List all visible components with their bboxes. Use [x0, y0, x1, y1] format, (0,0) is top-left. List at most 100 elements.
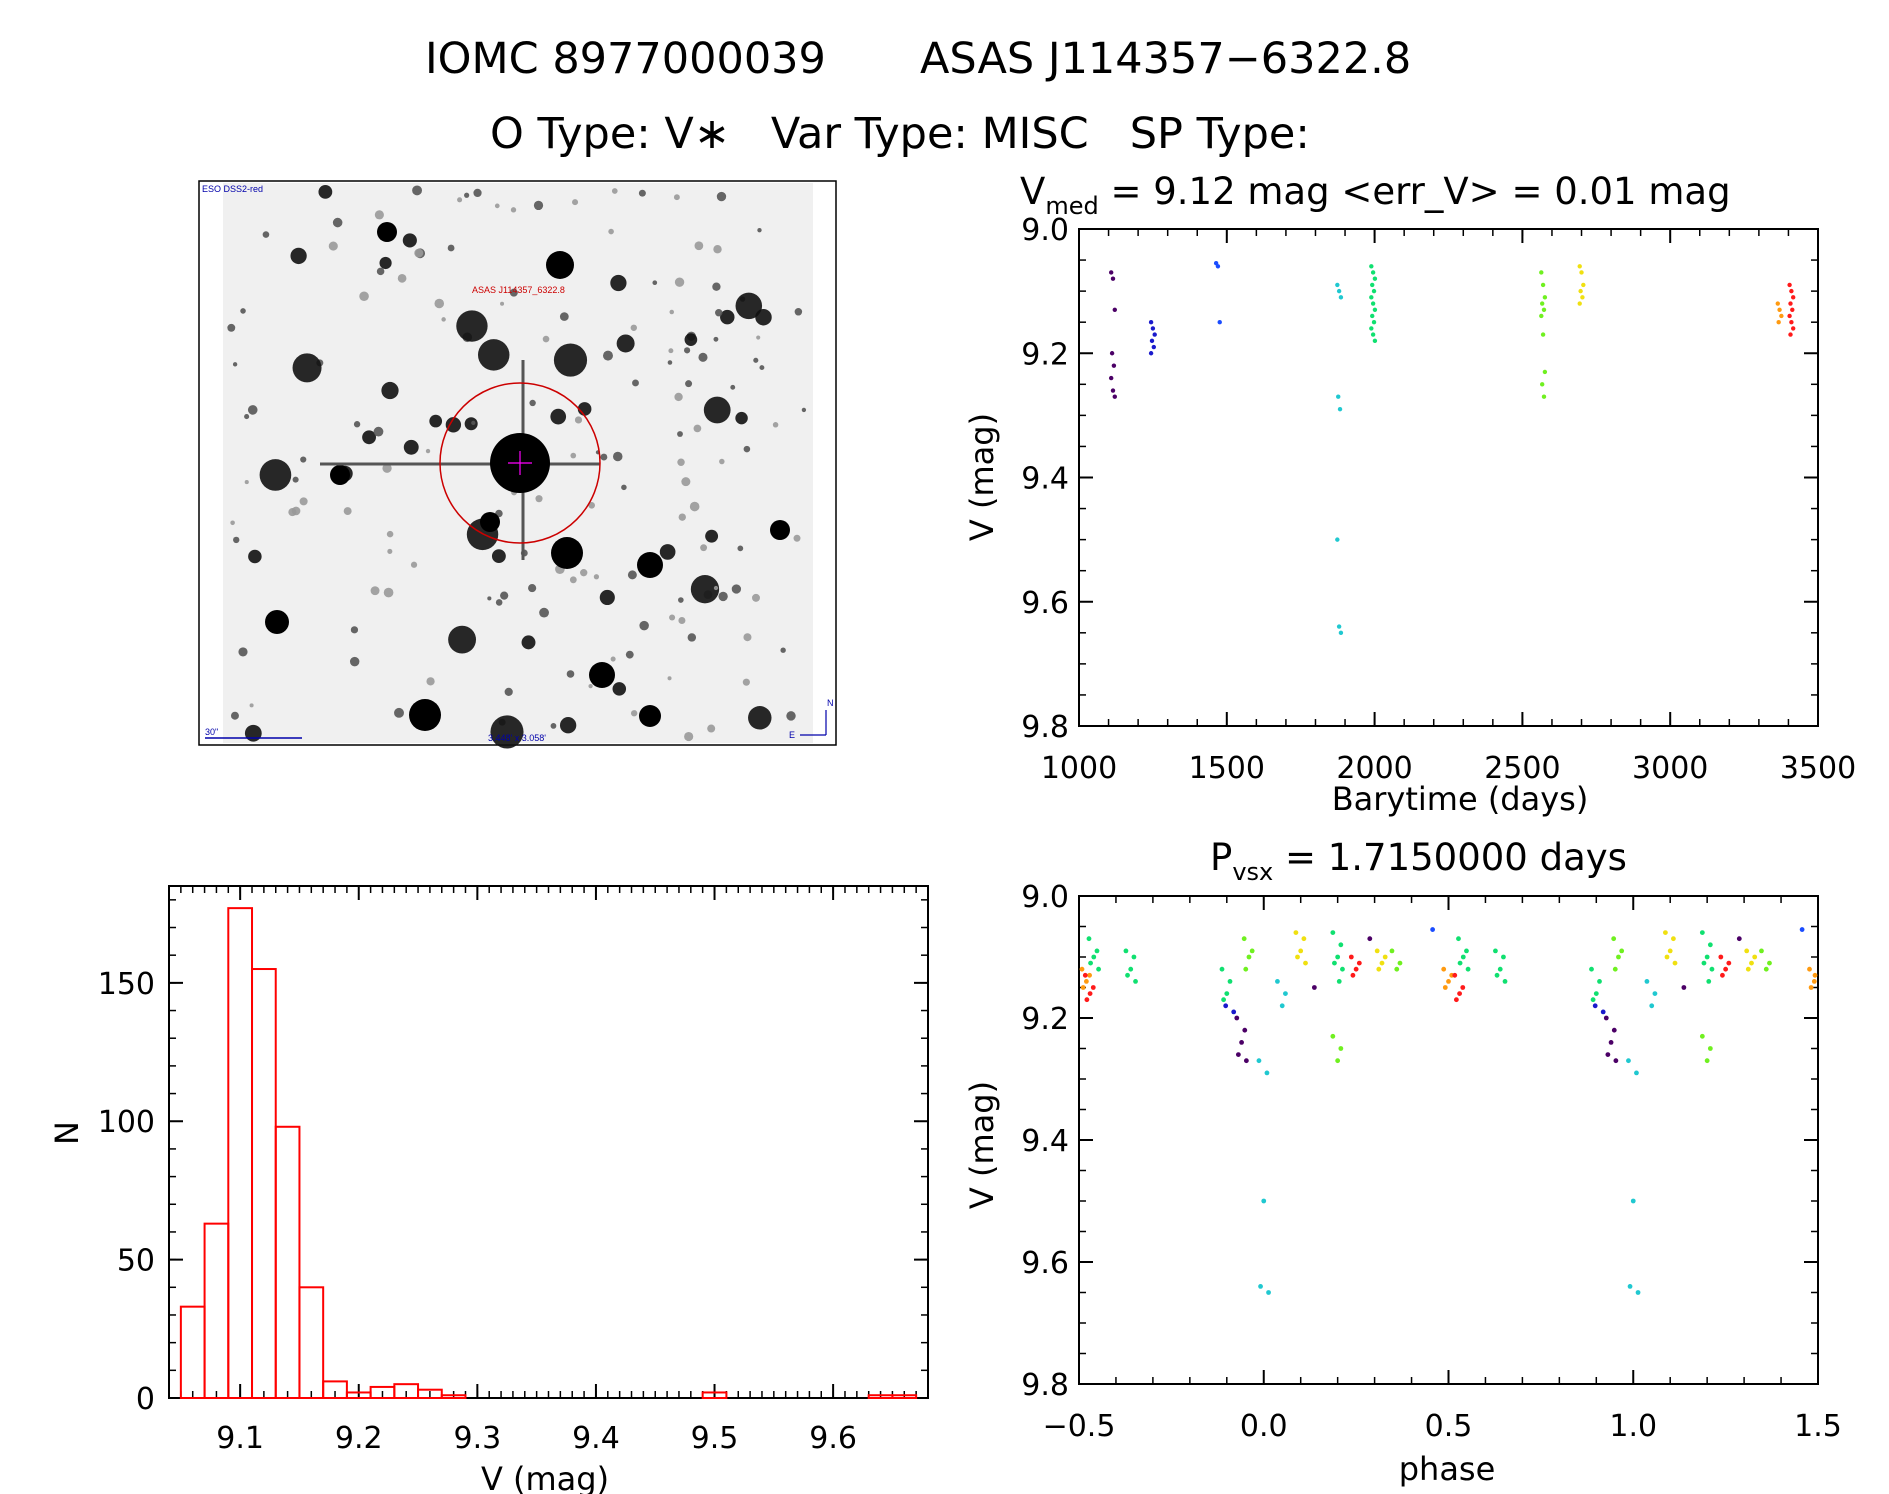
finder-star — [698, 352, 708, 362]
phased-point — [1335, 954, 1341, 960]
finder-star — [715, 309, 723, 317]
phased-point — [1494, 972, 1500, 978]
lightcurve-point — [1108, 375, 1114, 381]
finder-star — [687, 633, 697, 642]
finder-star — [669, 309, 675, 315]
phased-point — [1096, 966, 1101, 972]
phased-point — [1497, 966, 1503, 972]
histogram-bar — [274, 1125, 301, 1399]
histogram-bar — [891, 1394, 918, 1399]
phased-point — [1079, 966, 1085, 972]
finder-star — [737, 545, 744, 552]
phased-point — [1441, 966, 1447, 972]
phased-point — [1589, 966, 1594, 972]
phased-frame — [1078, 895, 1819, 1385]
finder-target-label: ASAS J114357_6322.8 — [472, 285, 565, 295]
finder-star — [290, 247, 307, 265]
lightcurve-title-sub: med — [1045, 192, 1098, 220]
phased-point — [1759, 948, 1764, 954]
phased-point — [1630, 1198, 1636, 1204]
finder-star — [689, 501, 700, 512]
phased-point — [1394, 966, 1400, 972]
finder-star — [403, 439, 419, 455]
phased-point — [1266, 1290, 1271, 1295]
finder-star — [667, 676, 672, 681]
phased-point — [1745, 966, 1751, 972]
phased-point — [1133, 979, 1138, 984]
histogram-xtick-label: 9.1 — [216, 1421, 264, 1456]
phased-point — [1397, 960, 1403, 966]
phased-point — [1330, 1033, 1336, 1039]
phased-point — [1699, 930, 1705, 935]
lightcurve-ytick-label: 9.8 — [1021, 710, 1069, 745]
phased-point — [1303, 960, 1308, 966]
finder-star — [599, 589, 615, 606]
lightcurve-xtick-label: 2000 — [1336, 751, 1412, 786]
histogram-xtick-label: 9.3 — [453, 1421, 501, 1456]
phased-point — [1699, 1033, 1705, 1039]
phased-point — [1600, 1009, 1606, 1015]
histogram-ytick-label: 50 — [117, 1244, 155, 1279]
phased-point — [1242, 1027, 1248, 1033]
lightcurve-point — [1338, 295, 1344, 300]
lightcurve-point — [1790, 295, 1796, 300]
finder-star — [719, 458, 725, 465]
finder-star — [425, 448, 431, 454]
phased-point — [1241, 936, 1247, 942]
phased-point — [1663, 930, 1668, 935]
lightcurve-point — [1789, 319, 1794, 325]
phased-point — [1672, 960, 1678, 966]
finder-star — [611, 188, 618, 194]
finder-star — [632, 379, 639, 387]
phased-point — [1235, 1052, 1241, 1057]
finder-scale-label: 30" — [205, 727, 218, 737]
finder-star — [630, 324, 638, 331]
phased-xtick-label: 1.5 — [1794, 1409, 1842, 1444]
histogram-bar — [298, 1286, 325, 1399]
finder-star — [262, 231, 270, 238]
finder-star — [471, 420, 476, 425]
histogram-ytick-label: 0 — [136, 1382, 155, 1417]
phased-point — [1125, 972, 1130, 978]
finder-star — [292, 476, 299, 483]
phased-point — [1087, 991, 1093, 996]
finder-star — [379, 256, 392, 270]
lightcurve-point — [1370, 270, 1376, 275]
finder-star — [693, 424, 702, 433]
lightcurve-point — [1541, 394, 1547, 399]
finder-star — [230, 520, 235, 526]
phased-title: Pvsx = 1.7150000 days — [1210, 836, 1627, 886]
phased-point — [1332, 960, 1337, 966]
phased-point — [1649, 1003, 1655, 1009]
lightcurve-panel: Vmed = 9.12 mag <err_V> = 0.01 mag 1000 1… — [963, 170, 1856, 818]
lightcurve-point — [1369, 326, 1374, 331]
phased-point — [1608, 1040, 1614, 1045]
phased-point — [1736, 936, 1742, 942]
finder-star — [669, 614, 676, 621]
finder-north-label: N — [827, 698, 834, 708]
finder-star — [610, 656, 616, 662]
lightcurve-point — [1148, 351, 1154, 356]
finder-star — [373, 426, 384, 437]
lightcurve-point — [1150, 326, 1156, 331]
finder-star — [445, 417, 462, 433]
phased-point — [1374, 948, 1380, 954]
finder-star — [659, 544, 676, 560]
histogram-bar — [322, 1380, 348, 1400]
finder-star — [674, 392, 683, 402]
finder-star — [318, 184, 333, 199]
finder-star — [494, 203, 500, 209]
phased-point — [1456, 936, 1461, 942]
phased-point — [1811, 979, 1817, 984]
phased-point — [1227, 979, 1233, 984]
lightcurve-point — [1372, 276, 1378, 281]
lightcurve-point — [1337, 406, 1343, 412]
phased-ytick-label: 9.8 — [1021, 1368, 1069, 1403]
phased-point — [1221, 997, 1226, 1003]
phased-point — [1293, 930, 1299, 935]
phased-point — [1465, 966, 1471, 972]
phased-point — [1084, 997, 1090, 1003]
finder-chart: ESO DSS2-red ASAS J114357_6322.8 30" 3.4… — [198, 180, 837, 749]
finder-star — [299, 497, 308, 506]
